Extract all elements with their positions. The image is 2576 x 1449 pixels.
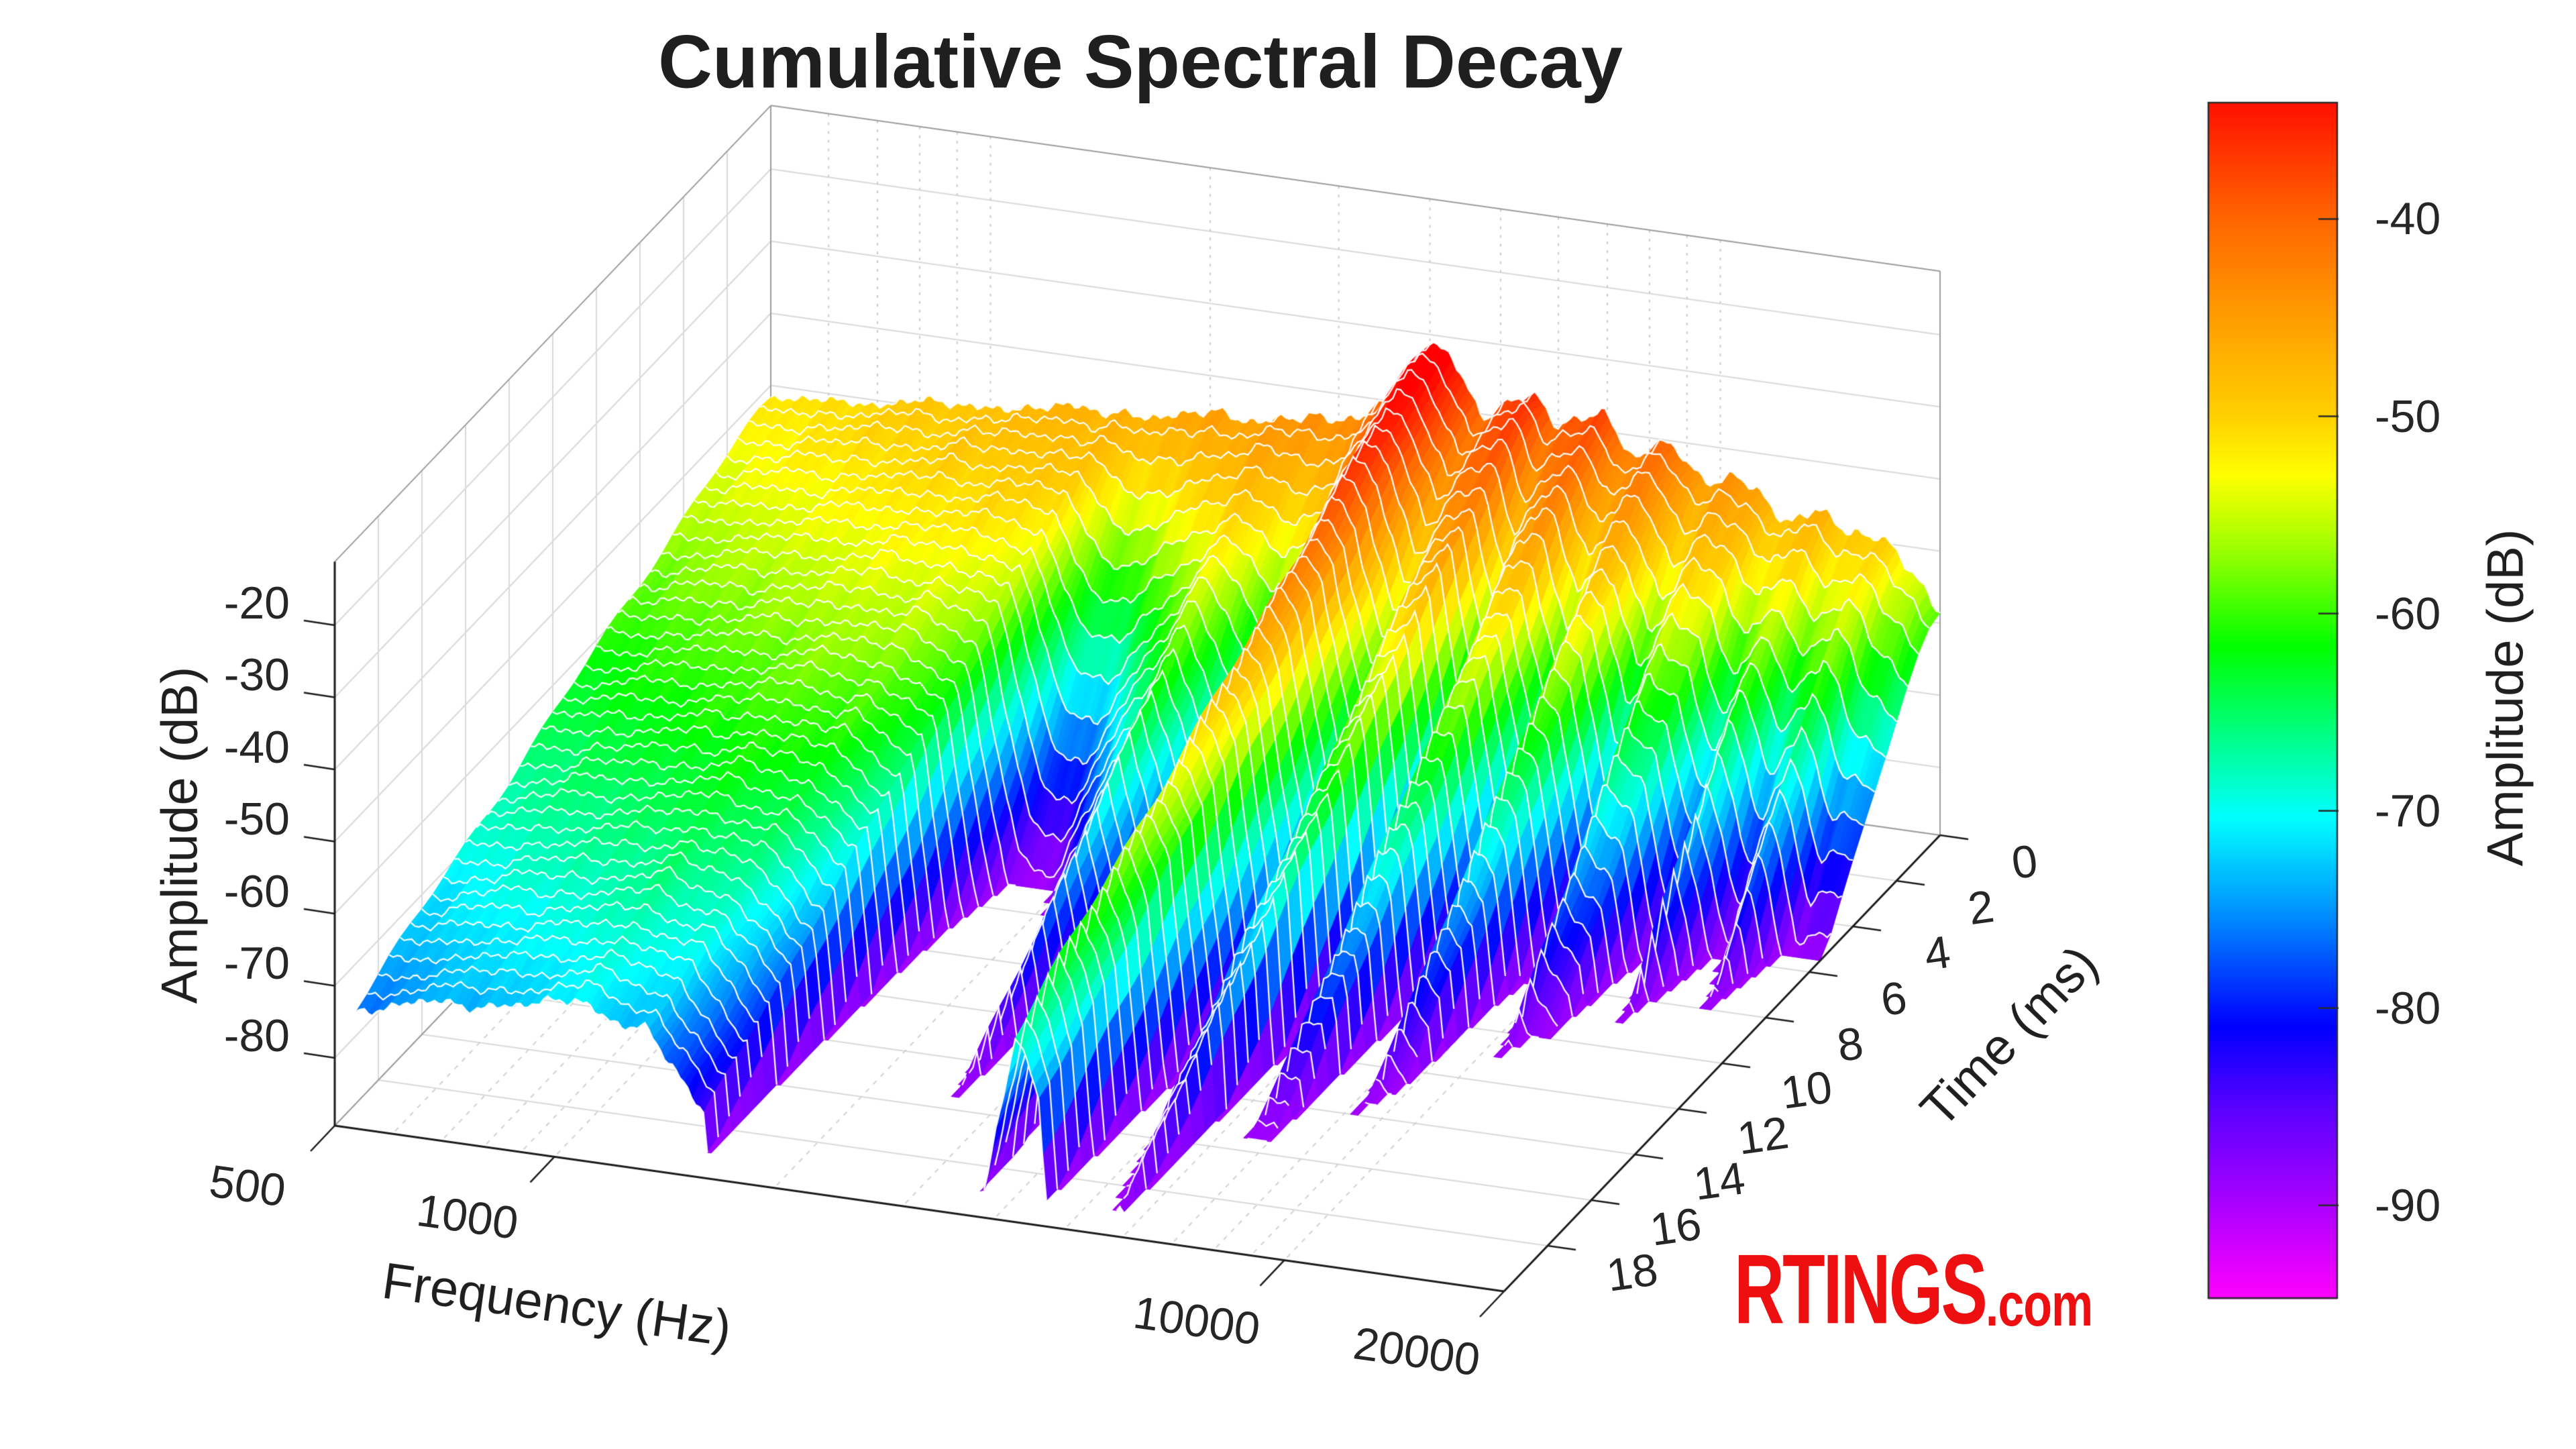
z-tick-label: -50 bbox=[223, 794, 290, 845]
y-tick-label: 12 bbox=[1734, 1107, 1792, 1165]
colorbar-tick-label: -40 bbox=[2375, 193, 2441, 245]
chart-title: Cumulative Spectral Decay bbox=[658, 19, 1623, 104]
rtings-watermark: RTINGS .com bbox=[1734, 1240, 2093, 1340]
z-tick-label: -70 bbox=[223, 938, 290, 989]
z-tick-label: -80 bbox=[223, 1010, 290, 1061]
colorbar-tick-label: -80 bbox=[2375, 982, 2441, 1034]
y-tick-label: 16 bbox=[1647, 1198, 1705, 1256]
colorbar-tick-label: -60 bbox=[2375, 588, 2441, 639]
x-tick-label: 500 bbox=[206, 1155, 289, 1217]
z-tick-label: -20 bbox=[223, 577, 290, 629]
colorbar-tick-label: -50 bbox=[2375, 390, 2441, 442]
colorbar-tick-label: -70 bbox=[2375, 785, 2441, 837]
colorbar-tick-label: -90 bbox=[2375, 1179, 2441, 1231]
rtings-watermark-brand: RTINGS bbox=[1734, 1234, 1988, 1346]
y-tick-label: 10 bbox=[1778, 1061, 1835, 1119]
y-tick-label: 14 bbox=[1690, 1152, 1748, 1210]
z-tick-label: -60 bbox=[223, 865, 290, 917]
y-tick-label: 18 bbox=[1603, 1244, 1661, 1301]
rtings-watermark-suffix: .com bbox=[1985, 1271, 2093, 1339]
colorbar-label: Amplitude (dB) bbox=[2477, 529, 2534, 867]
z-tick-label: -30 bbox=[223, 649, 290, 701]
z-tick-label: -40 bbox=[223, 721, 290, 773]
